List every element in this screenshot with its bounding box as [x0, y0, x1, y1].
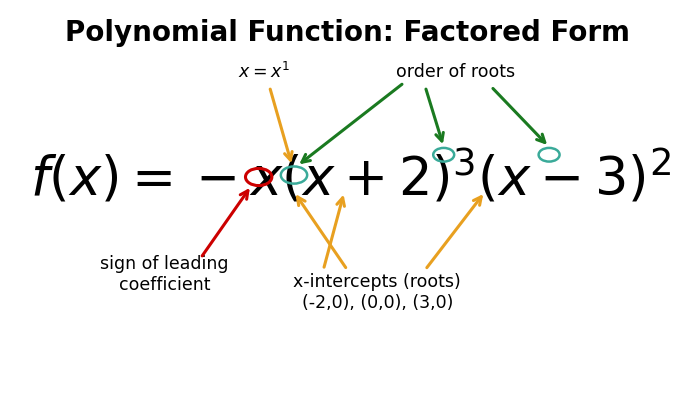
Text: order of roots: order of roots	[395, 62, 514, 81]
Text: $\mathit{x} = \mathit{x}^1$: $\mathit{x} = \mathit{x}^1$	[237, 62, 289, 82]
Text: sign of leading
coefficient: sign of leading coefficient	[100, 255, 229, 294]
Text: Polynomial Function: Factored Form: Polynomial Function: Factored Form	[65, 19, 630, 47]
Text: $\mathit{f}(\mathit{x}) = -\mathit{x}(\mathit{x}+2)^3(\mathit{x}-\mathit{3})^2$: $\mathit{f}(\mathit{x}) = -\mathit{x}(\m…	[30, 148, 671, 206]
Text: x-intercepts (roots)
(-2,0), (0,0), (3,0): x-intercepts (roots) (-2,0), (0,0), (3,0…	[293, 273, 461, 312]
